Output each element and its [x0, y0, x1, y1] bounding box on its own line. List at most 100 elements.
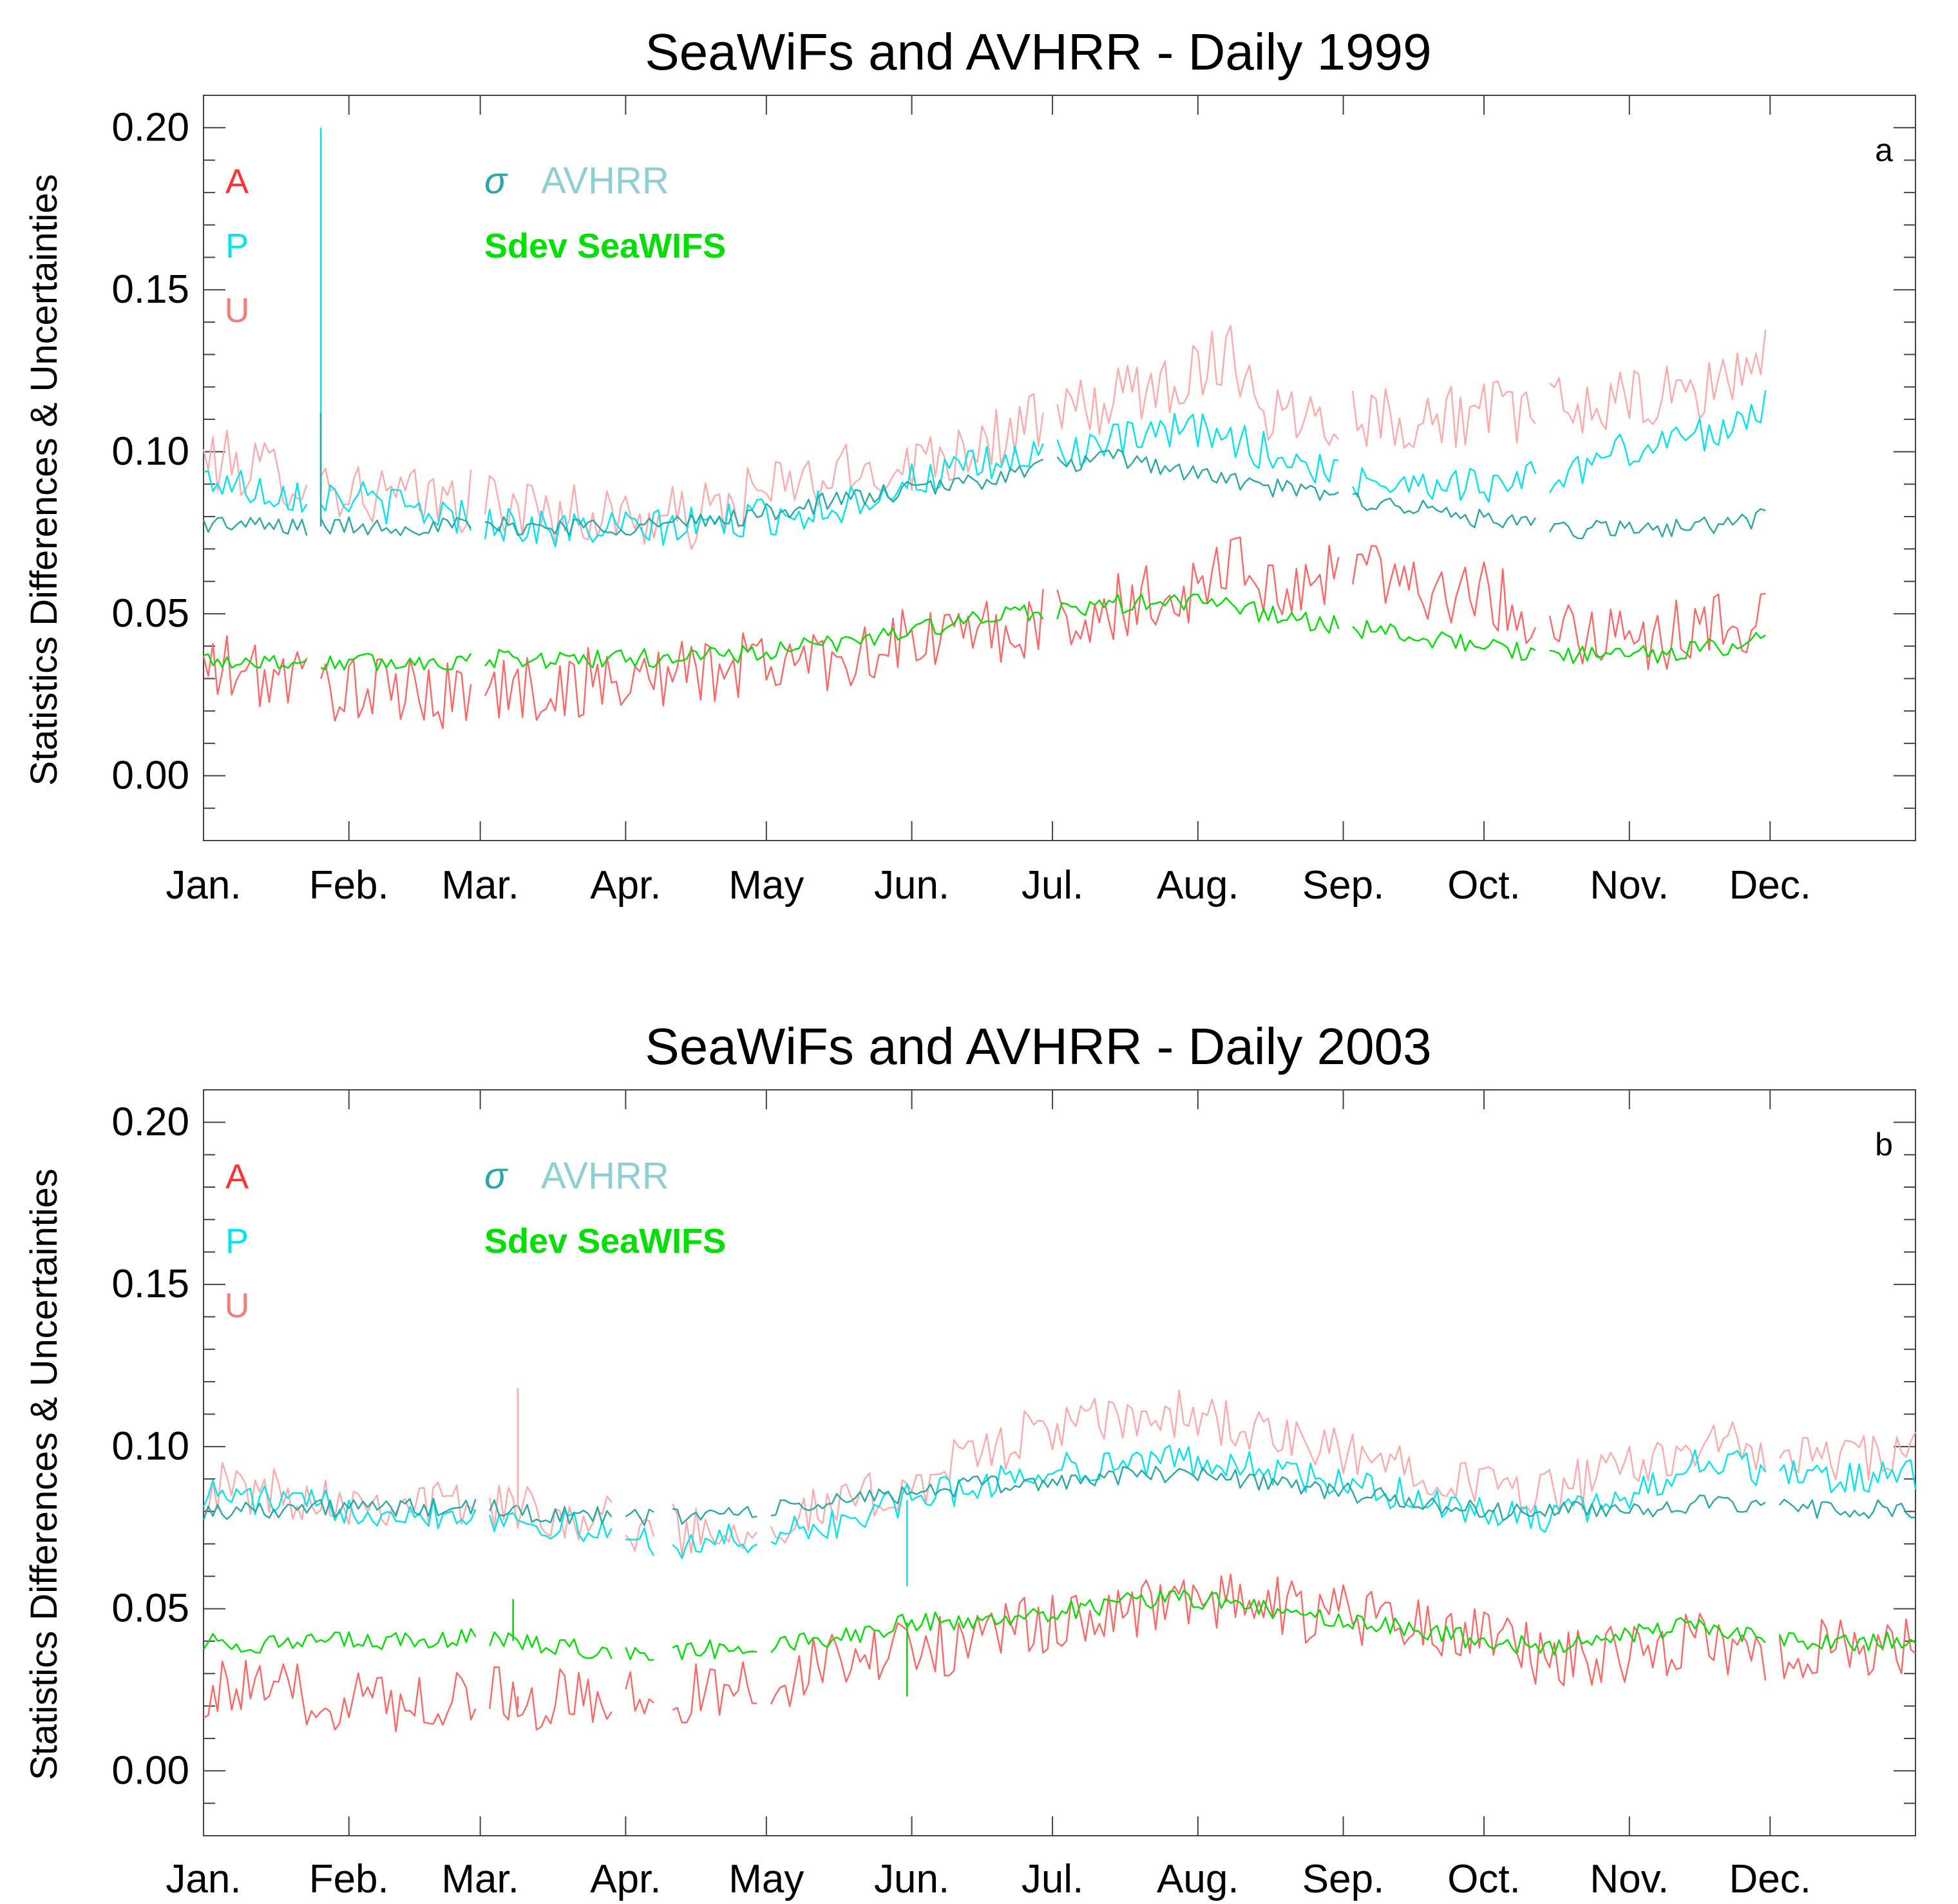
y-tick-label: 0.15 [111, 267, 189, 312]
series-segment [625, 1509, 654, 1527]
y-tick-label: 0.15 [111, 1262, 189, 1306]
series-segment [1352, 492, 1537, 529]
series-segment [770, 1444, 1766, 1545]
x-tick-label: Sep. [1302, 863, 1385, 908]
series-segment [1056, 593, 1340, 634]
plot-frame [203, 95, 1916, 841]
series-line [202, 325, 1767, 550]
series-segment [1778, 1459, 1917, 1494]
y-tick-label: 0.00 [111, 753, 189, 797]
x-tick-label: Nov. [1590, 863, 1669, 908]
legend-entry-a: A [225, 162, 249, 201]
y-tick-label: 0.20 [111, 1100, 189, 1144]
series-segment [672, 1639, 757, 1661]
legend-entry-a: A [225, 1157, 249, 1196]
legend-entry-sdev-seawifs: Sdev SeaWIFS [484, 227, 726, 265]
x-tick-label: Jul. [1022, 1857, 1083, 1901]
legend-entry-u: U [225, 1286, 250, 1325]
series-segment [1778, 1498, 1915, 1519]
series-segment [1056, 448, 1339, 501]
series-segment [320, 466, 472, 533]
y-tick-label: 0.20 [111, 105, 189, 149]
series-line [202, 448, 1766, 540]
x-tick-label: Dec. [1729, 863, 1811, 908]
series-segment [489, 1666, 613, 1731]
x-tick-label: Jul. [1022, 863, 1083, 908]
series-segment [625, 1671, 654, 1715]
legend-entry-sdev-seawifs: Sdev SeaWIFS [484, 1222, 726, 1261]
series-segment [1548, 508, 1766, 540]
legend-entry-avhrr: AVHRR [541, 1155, 669, 1197]
x-tick-label: Sep. [1302, 1857, 1385, 1901]
series-segment [203, 470, 308, 513]
y-tick-label: 0.05 [111, 591, 189, 636]
y-tick-label: 0.05 [111, 1586, 189, 1631]
series-segment [203, 1659, 477, 1733]
plot-frame [203, 1089, 1916, 1836]
series-segment [1056, 325, 1340, 446]
series-segment [1352, 620, 1536, 662]
series-segment [202, 1479, 477, 1530]
x-tick-label: May [728, 863, 804, 908]
series-segment [1351, 545, 1537, 644]
y-tick-label: 0.10 [111, 429, 189, 473]
series-segment [1778, 1631, 1916, 1652]
series-segment [202, 635, 308, 708]
series-segment [625, 1647, 654, 1661]
chart-title: SeaWiFs and AVHRR - Daily 1999 [645, 23, 1431, 81]
series-segment [770, 1389, 1767, 1544]
series-segment [320, 481, 472, 534]
y-tick-label: 0.10 [111, 1424, 189, 1469]
y-axis-label: Statistics Differences & Uncertainties [23, 1168, 65, 1780]
series-segment [1352, 461, 1537, 503]
x-tick-label: Oct. [1447, 1857, 1521, 1901]
series-segment [489, 1499, 613, 1525]
series-segment [320, 516, 472, 537]
legend-entry-avhrr: AVHRR [541, 160, 669, 202]
series-segment [1056, 413, 1339, 484]
series-line [203, 593, 1766, 672]
series-segment [1548, 390, 1767, 493]
x-tick-label: May [728, 1857, 804, 1901]
x-tick-label: Jan. [166, 863, 241, 908]
x-tick-label: Nov. [1590, 1857, 1669, 1901]
series-segment [672, 1523, 757, 1559]
panel-label: b [1875, 1127, 1893, 1163]
x-tick-label: Apr. [590, 863, 661, 908]
legend-sigma-symbol: σ [484, 160, 508, 202]
series-segment [202, 1498, 477, 1521]
series-line [203, 1574, 1916, 1733]
series-line [202, 1444, 1917, 1559]
legend-entry-p: P [225, 1222, 249, 1261]
series-line [203, 390, 1767, 547]
series-segment [489, 1484, 613, 1541]
series-line [202, 1465, 1915, 1527]
series-segment [203, 653, 307, 669]
series-segment [1548, 593, 1766, 671]
series-segment [625, 1519, 655, 1552]
series-segment [770, 1465, 1766, 1521]
series-segment [484, 589, 1044, 721]
x-tick-label: Oct. [1447, 863, 1521, 908]
series-segment [1549, 632, 1766, 664]
series-segment [320, 652, 472, 672]
x-tick-label: Jun. [874, 863, 949, 908]
panel-label: a [1875, 132, 1893, 168]
x-tick-label: Feb. [309, 863, 389, 908]
series-segment [1549, 329, 1767, 434]
series-segment [672, 1661, 757, 1724]
series-segment [484, 393, 1044, 550]
x-tick-label: Aug. [1157, 863, 1239, 908]
series-segment [484, 604, 1044, 669]
series-line [202, 1589, 1916, 1661]
series-segment [489, 1631, 613, 1659]
x-tick-label: Mar. [441, 863, 519, 908]
series-segment [202, 517, 308, 536]
y-axis-label: Statistics Differences & Uncertainties [23, 174, 65, 786]
chart-panel-b: SeaWiFs and AVHRR - Daily 2003 Statistic… [23, 1018, 1917, 1901]
series-segment [489, 1510, 613, 1543]
legend-sigma-symbol: σ [484, 1155, 508, 1197]
series-segment [770, 1589, 1766, 1656]
x-tick-label: Apr. [590, 1857, 661, 1901]
